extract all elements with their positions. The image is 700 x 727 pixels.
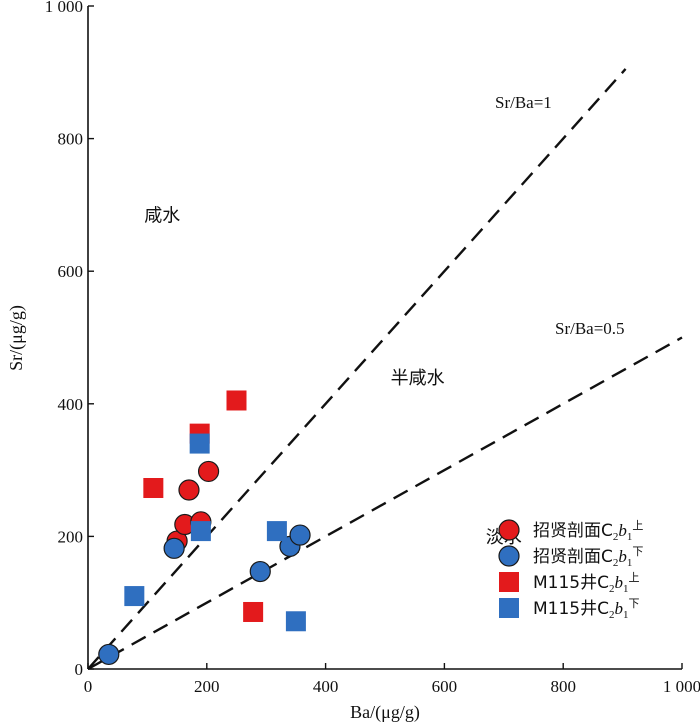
x-axis-title: Ba/(μg/g)	[350, 702, 420, 723]
data-point	[190, 521, 211, 542]
data-point	[289, 524, 311, 546]
legend-marker	[498, 519, 520, 541]
data-point	[143, 478, 164, 499]
legend-label: 招贤剖面C2b1上	[533, 519, 643, 543]
ticks: 0 200 400 600 800 1 000 0 200 400 600 800 1 000	[45, 0, 700, 696]
x-tick-label: 0	[84, 677, 93, 696]
legend-label: M115井C2b1上	[533, 571, 640, 595]
data-point	[243, 601, 264, 622]
axes	[87, 6, 682, 670]
region-labels: 咸水半咸水淡水	[144, 205, 522, 548]
y-tick-label: 600	[58, 262, 84, 281]
ratio-line	[87, 336, 683, 671]
data-point	[124, 586, 145, 607]
legend-marker	[499, 572, 519, 592]
x-tick-label: 600	[432, 677, 458, 696]
y-tick-label: 400	[58, 395, 84, 414]
data-point	[285, 611, 306, 632]
legend-marker	[499, 598, 519, 618]
legend-marker	[498, 545, 520, 567]
y-axis-title: Sr/(μg/g)	[6, 305, 27, 371]
x-tick-label: 200	[194, 677, 220, 696]
x-tick-label: 1 000	[663, 677, 700, 696]
data-point	[189, 433, 210, 454]
y-tick-label: 800	[58, 130, 84, 149]
region-label: 咸水	[144, 205, 180, 226]
y-tick-label: 1 000	[45, 0, 83, 16]
ratio-line	[87, 68, 627, 670]
x-tick-label: 400	[313, 677, 339, 696]
data-point	[266, 521, 287, 542]
y-tick-label: 200	[58, 527, 84, 546]
data-point	[226, 390, 247, 411]
y-tick-label: 0	[75, 660, 84, 679]
region-label: 半咸水	[391, 368, 445, 389]
data-point	[249, 560, 271, 583]
legend-label: M115井C2b1下	[533, 598, 640, 621]
x-tick-label: 800	[550, 677, 576, 696]
data-point	[197, 460, 220, 483]
data-point	[98, 643, 120, 666]
data-points	[98, 390, 311, 666]
reference-lines: Sr/Ba=1 Sr/Ba=0.5	[87, 68, 683, 671]
ratio-line-label: Sr/Ba=1	[495, 93, 552, 112]
ratio-line-label: Sr/Ba=0.5	[555, 319, 625, 338]
data-point	[163, 537, 185, 559]
data-point	[178, 479, 200, 501]
legend-label: 招贤剖面C2b1下	[533, 546, 643, 569]
